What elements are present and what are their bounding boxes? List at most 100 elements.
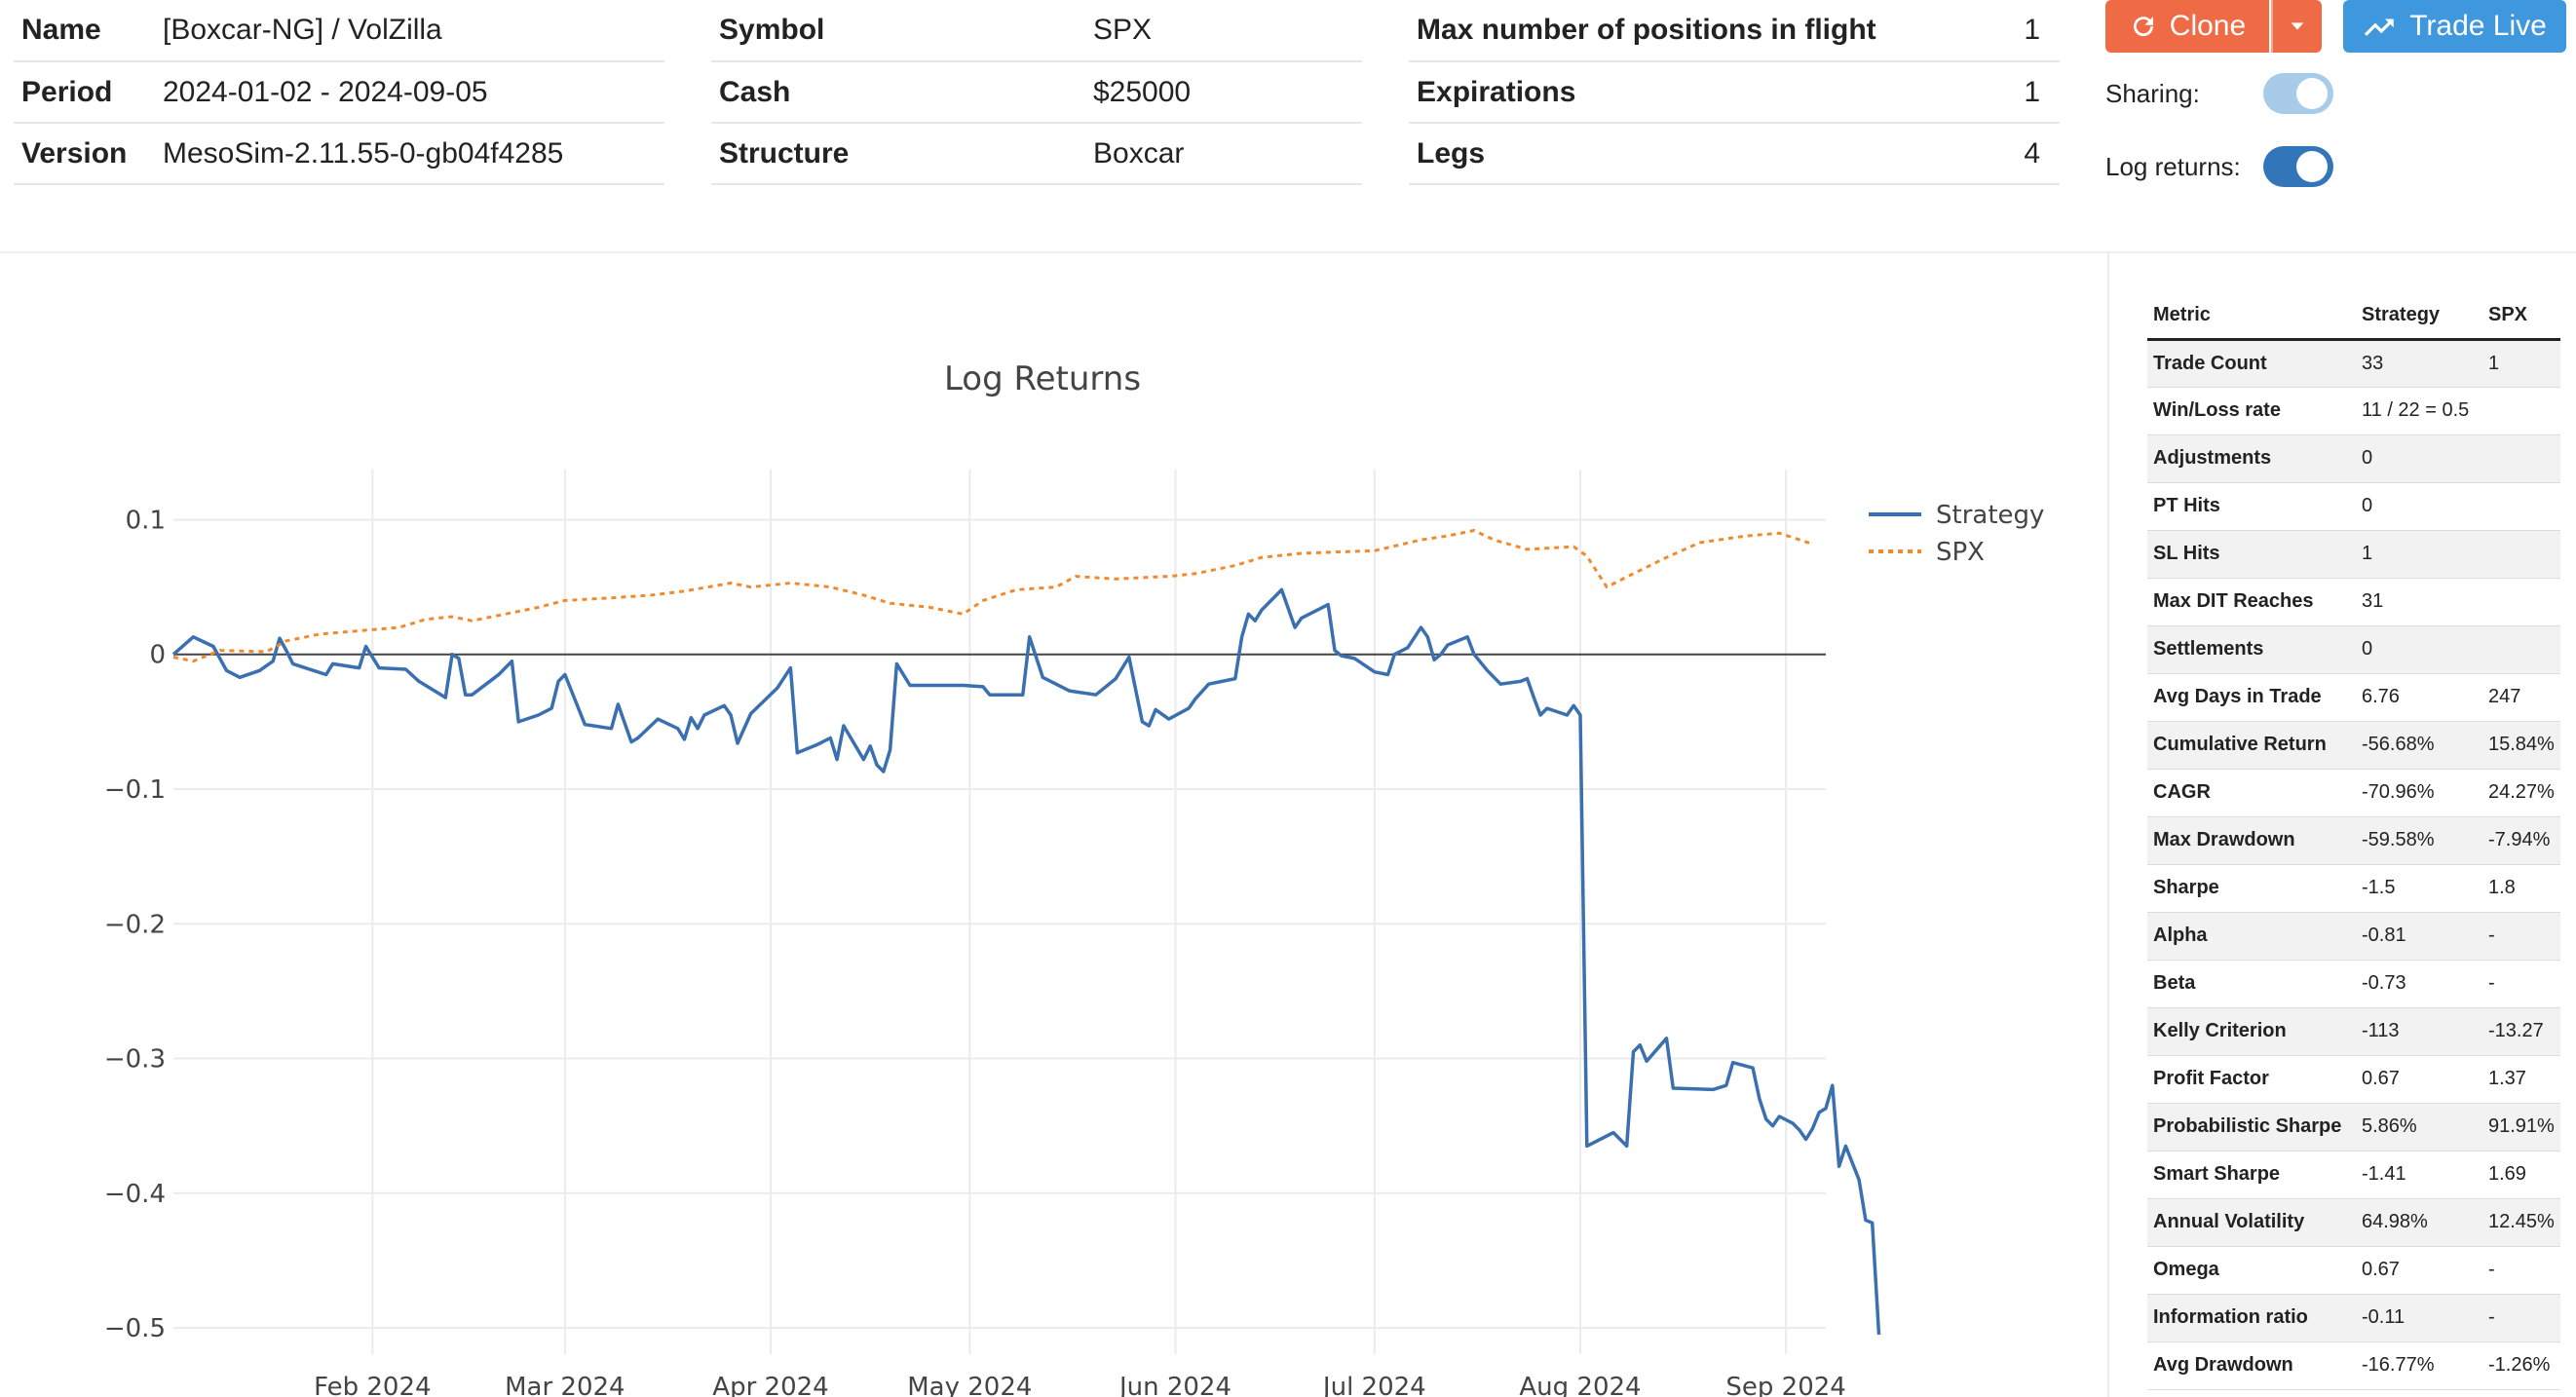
info-row: Cash $25000 [711,61,1362,124]
info-row: Legs 4 [1409,123,2060,185]
spx-value: - [2482,1294,2560,1342]
metrics-header-row: Metric Strategy SPX [2147,292,2560,341]
legend-label: SPX [1936,538,1985,567]
info-label: Legs [1409,123,1972,185]
metrics-header-spx: SPX [2482,292,2560,341]
x-tick-label: Aug 2024 [1519,1373,1641,1397]
y-tick-label: −0.4 [104,1180,166,1209]
info-value: SPX [1085,0,1362,62]
metric-name: Adjustments [2147,434,2356,483]
x-tick-label: May 2024 [907,1373,1032,1397]
metrics-row: Win/Loss rate 11 / 22 = 0.5 [2147,387,2560,435]
metric-name: Annual Volatility [2147,1198,2356,1247]
info-value: 2024-01-02 - 2024-09-05 [155,61,664,124]
strategy-value: 33 [2356,339,2482,388]
y-tick-label: 0.1 [126,506,166,535]
spx-value: 15.84% [2482,721,2560,770]
info-row: Period 2024-01-02 - 2024-09-05 [14,61,664,124]
metric-name: Trade Count [2147,339,2356,388]
y-tick-label: −0.3 [104,1045,166,1075]
clone-button[interactable]: Clone [2105,0,2269,53]
metrics-row: Beta -0.73- [2147,960,2560,1008]
metrics-row: CAGR -70.96% 24.27% [2147,769,2560,817]
x-tick-label: Jun 2024 [1118,1373,1231,1397]
info-value: Boxcar [1085,123,1362,185]
metrics-row: Alpha -0.81- [2147,912,2560,961]
trade-live-button[interactable]: Trade Live [2343,0,2566,53]
metrics-row: Smart Sharpe -1.41 1.69 [2147,1151,2560,1199]
strategy-value: 64.98% [2356,1198,2482,1247]
spx-value [2482,387,2560,435]
strategy-value: -16.77% [2356,1341,2482,1390]
info-row: Version MesoSim-2.11.55-0-gb04f4285 [14,123,664,185]
strategy-value: 11 / 22 = 0.5 [2356,387,2482,435]
metric-name: Sharpe [2147,864,2356,913]
metric-name: Alpha [2147,912,2356,961]
spx-value: -1.26% [2482,1341,2560,1390]
strategy-value: -1.41 [2356,1151,2482,1199]
spx-value: 247 [2482,673,2560,722]
metric-name: Omega [2147,1246,2356,1295]
info-row: Expirations 1 [1409,61,2060,124]
metrics-header-metric: Metric [2147,292,2356,341]
x-tick-label: Sep 2024 [1725,1373,1845,1397]
y-tick-label: −0.1 [104,775,166,805]
strategy-value: 0 [2356,434,2482,483]
metric-name: Avg Drawdown [2147,1341,2356,1390]
spx-value [2482,625,2560,674]
metrics-row: Profit Factor 0.67 1.37 [2147,1055,2560,1104]
strategy-value: 0.67 [2356,1246,2482,1295]
clone-options-button[interactable] [2271,0,2322,53]
info-value: $25000 [1085,61,1362,124]
x-tick-label: Jul 2024 [1321,1373,1426,1397]
metrics-row: PT Hits 0 [2147,482,2560,531]
spx-value: 91.91% [2482,1103,2560,1152]
spx-value: 24.27% [2482,769,2560,817]
metrics-header-strategy: Strategy [2356,292,2482,341]
metrics-row: Cumulative Return -56.68% 15.84% [2147,721,2560,770]
y-tick-label: −0.2 [104,910,166,939]
info-label: Structure [711,123,1085,185]
metric-name: PT Hits [2147,482,2356,531]
info-row: Structure Boxcar [711,123,1362,185]
info-value: 1 [1972,0,2060,62]
spx-value: 1.69 [2482,1151,2560,1199]
metrics-row: Avg Drawdown -16.77% -1.26% [2147,1341,2560,1390]
spx-value: 1 [2482,339,2560,388]
metric-name: Cumulative Return [2147,721,2356,770]
legend-label: Strategy [1936,501,2044,530]
toggle-knob [2296,78,2328,109]
info-label: Version [14,123,155,185]
info-table-instrument: Symbol SPX Cash $25000 Structure Boxcar [711,0,1362,185]
info-value: 4 [1972,123,2060,185]
panel-divider [2107,253,2109,1397]
log-returns-chart[interactable]: Log Returns Feb 2024 Mar 2024 Apr 2024 May 2… [0,255,2095,1397]
y-tick-label: −0.5 [104,1314,166,1343]
metric-name: Avg Days in Trade [2147,673,2356,722]
metrics-row: Avg Days in Trade 6.76 247 [2147,673,2560,722]
info-label: Max number of positions in flight [1409,0,1972,62]
log-returns-toggle[interactable] [2263,146,2333,187]
info-row: Max number of positions in flight 1 [1409,0,2060,62]
clone-label: Clone [2169,10,2247,42]
spx-value [2482,434,2560,483]
strategy-value: 31 [2356,578,2482,626]
info-label: Cash [711,61,1085,124]
log-returns-label: Log returns: [2105,152,2241,181]
info-table-positions: Max number of positions in flight 1 Expir… [1409,0,2060,185]
metrics-row: Sharpe -1.5 1.8 [2147,864,2560,913]
metric-name: Smart Sharpe [2147,1151,2356,1199]
metric-name: CAGR [2147,769,2356,817]
spx-value [2482,482,2560,531]
info-label: Period [14,61,155,124]
metric-name: Max DIT Reaches [2147,578,2356,626]
metric-name: Max Drawdown [2147,816,2356,865]
spx-value: 12.45% [2482,1198,2560,1247]
metrics-row: Probabilistic Sharpe 5.86% 91.91% [2147,1103,2560,1152]
strategy-value: -0.81 [2356,912,2482,961]
strategy-value: -56.68% [2356,721,2482,770]
y-tick-label: 0 [149,641,166,670]
sharing-toggle[interactable] [2263,73,2333,114]
info-label: Expirations [1409,61,1972,124]
spx-value [2482,578,2560,626]
